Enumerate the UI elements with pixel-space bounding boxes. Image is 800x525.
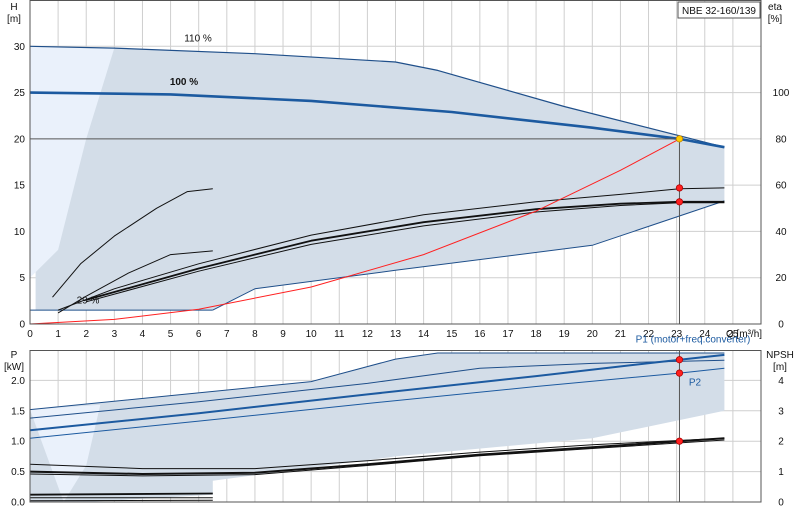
y-axis-unit: [kW] bbox=[4, 362, 24, 373]
x-tick-label: 1 bbox=[55, 329, 61, 340]
y-tick-label: 10 bbox=[14, 227, 26, 238]
model-title: NBE 32-160/139 bbox=[682, 6, 756, 17]
x-tick-label: 20 bbox=[587, 329, 599, 340]
x-tick-label: 18 bbox=[531, 329, 543, 340]
x-tick-label: 17 bbox=[502, 329, 514, 340]
operating-point bbox=[675, 369, 684, 377]
label-p1: P1 (motor+freq.converter) bbox=[636, 335, 751, 346]
x-tick-label: 3 bbox=[112, 329, 118, 340]
x-tick-label: 22 bbox=[643, 329, 655, 340]
y2-axis-title: eta bbox=[768, 2, 782, 13]
x-tick-label: 21 bbox=[615, 329, 627, 340]
x-tick-label: 19 bbox=[559, 329, 571, 340]
series-p1-motor-freq-converter- bbox=[29, 352, 725, 411]
plot-frame bbox=[29, 350, 762, 503]
duty-point bbox=[675, 135, 684, 143]
plot-frame bbox=[29, 0, 762, 325]
y2-tick-label: 2 bbox=[778, 437, 784, 448]
y2-axis-unit: [%] bbox=[768, 14, 783, 25]
x-tick-label: 23 bbox=[671, 329, 683, 340]
x-tick-label: 24 bbox=[699, 329, 711, 340]
y-tick-label: 2.0 bbox=[11, 376, 25, 387]
label-110-percent: 110 % bbox=[184, 34, 212, 45]
y-tick-label: 0.0 bbox=[11, 498, 25, 509]
y2-tick-label: 60 bbox=[775, 181, 787, 192]
y2-tick-label: 40 bbox=[775, 227, 787, 238]
series-line bbox=[85, 200, 725, 301]
x-tick-label: 14 bbox=[418, 329, 430, 340]
x-tick-label: 7 bbox=[224, 329, 230, 340]
y-tick-label: 25 bbox=[14, 88, 26, 99]
operating-point bbox=[675, 198, 684, 206]
x-tick-label: 5 bbox=[168, 329, 174, 340]
operating-point bbox=[675, 437, 684, 445]
series-line bbox=[29, 492, 213, 496]
y-tick-label: 1.0 bbox=[11, 437, 25, 448]
y-tick-label: 5 bbox=[19, 273, 25, 284]
y2-tick-label: 0 bbox=[778, 320, 784, 331]
x-tick-label: 8 bbox=[252, 329, 258, 340]
x-tick-label: 16 bbox=[474, 329, 486, 340]
series-line bbox=[29, 353, 725, 432]
y2-tick-label: 1 bbox=[778, 467, 784, 478]
operating-range-fill bbox=[30, 353, 725, 502]
series-line bbox=[29, 439, 725, 477]
x-tick-label: 6 bbox=[196, 329, 202, 340]
x-tick-label: 15 bbox=[446, 329, 458, 340]
y2-tick-label: 0 bbox=[778, 498, 784, 509]
series-p2 bbox=[29, 367, 725, 439]
series-line bbox=[86, 202, 725, 303]
y2-tick-label: 3 bbox=[778, 406, 784, 417]
series-line bbox=[29, 437, 725, 475]
y-tick-label: 0 bbox=[19, 320, 25, 331]
operating-point bbox=[675, 356, 684, 364]
series-line bbox=[57, 187, 725, 311]
y2-tick-label: 100 bbox=[773, 88, 790, 99]
series-line bbox=[29, 138, 680, 325]
series-line bbox=[57, 250, 213, 314]
x-axis-label: Q [m³/h] bbox=[726, 329, 762, 340]
x-tick-label: 0 bbox=[27, 329, 33, 340]
operating-point bbox=[675, 184, 684, 192]
x-tick-label: 10 bbox=[306, 329, 318, 340]
label-100-percent: 100 % bbox=[170, 77, 198, 88]
x-tick-label: 25 bbox=[727, 329, 739, 340]
operating-range-fill bbox=[30, 46, 725, 311]
power-chart: 0.0 0.5 1.0 1.5 2.0 0 1 2 3 4 P[kW] NPSH[m] P1 (moto… bbox=[4, 335, 794, 509]
label-29-percent: 29 % bbox=[77, 296, 100, 307]
x-tick-label: 11 bbox=[334, 329, 345, 340]
y-tick-label: 20 bbox=[14, 134, 26, 145]
series-110- bbox=[29, 45, 725, 148]
low-flow-fill bbox=[30, 46, 115, 278]
label-p2: P2 bbox=[689, 377, 702, 388]
y-axis-unit: [m] bbox=[7, 14, 21, 25]
y2-tick-label: 20 bbox=[775, 273, 787, 284]
x-tick-label: 2 bbox=[83, 329, 89, 340]
x-tick-label: 9 bbox=[280, 329, 286, 340]
model-title-box bbox=[677, 1, 761, 19]
y-tick-label: 15 bbox=[14, 181, 26, 192]
y2-axis-title: NPSH bbox=[766, 350, 794, 361]
x-tick-label: 13 bbox=[390, 329, 402, 340]
x-tick-label: 12 bbox=[362, 329, 374, 340]
y-tick-label: 0.5 bbox=[11, 467, 25, 478]
y2-axis-unit: [m] bbox=[773, 362, 787, 373]
series-line bbox=[29, 499, 213, 502]
series-line bbox=[212, 200, 725, 311]
x-tick-label: 4 bbox=[140, 329, 146, 340]
series-line bbox=[29, 359, 725, 419]
series-line bbox=[29, 437, 725, 470]
series-line bbox=[52, 188, 213, 298]
y-axis-title: H bbox=[10, 2, 17, 13]
y-tick-label: 1.5 bbox=[11, 406, 25, 417]
y2-tick-label: 80 bbox=[775, 134, 787, 145]
y2-tick-label: 4 bbox=[778, 376, 784, 387]
y-axis-title: P bbox=[11, 350, 18, 361]
y-tick-label: 30 bbox=[14, 42, 26, 53]
